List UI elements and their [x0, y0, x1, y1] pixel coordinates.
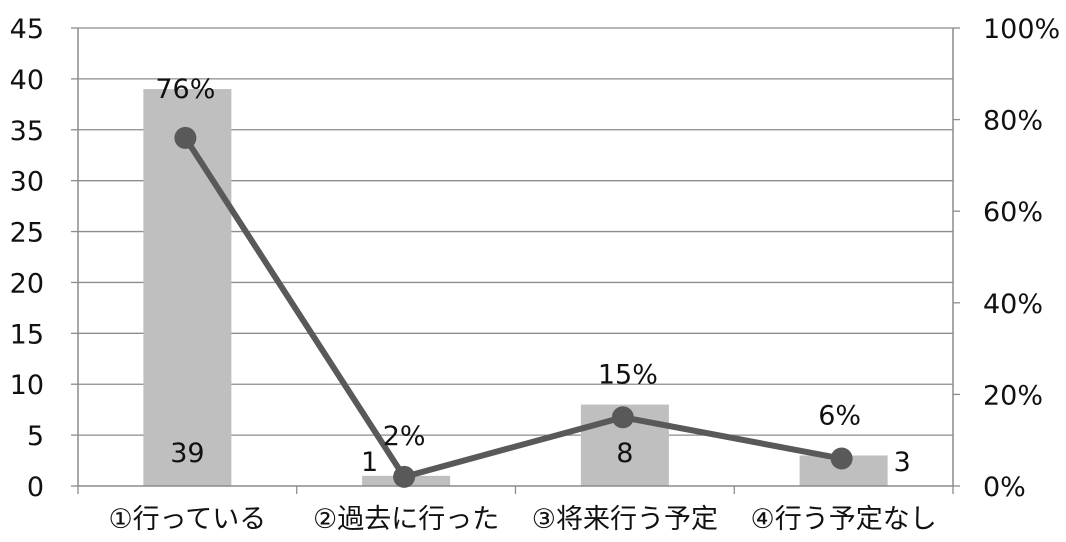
- percentage-value-label: 76%: [155, 74, 215, 105]
- left-axis-tick-label: 40: [10, 65, 44, 96]
- bar-value-label: 1: [361, 447, 378, 478]
- right-axis-tick-label: 40%: [983, 289, 1043, 320]
- left-axis-tick-label: 5: [27, 421, 44, 452]
- left-axis-tick-label: 35: [10, 116, 44, 147]
- left-axis-tick-label: 25: [10, 218, 44, 249]
- right-axis-tick-label: 100%: [983, 14, 1060, 45]
- percentage-point-3: [611, 406, 634, 429]
- data-labels: 39 1 8 3 76% 2% 15% 6%: [155, 74, 910, 478]
- right-axis-tick-label: 80%: [983, 106, 1043, 137]
- right-axis-tick-label: 0%: [983, 472, 1026, 503]
- category-label: ①行っている: [108, 504, 266, 535]
- percentage-line-series: [174, 126, 853, 488]
- percentage-line: [182, 136, 843, 480]
- right-axis-tick-label: 60%: [983, 197, 1043, 228]
- axes: 0 5 10 15 20 25 30 35 40 45 0% 20% 40% 60% 80% 100% ①行って…: [10, 14, 1061, 535]
- percentage-value-label: 6%: [818, 401, 861, 432]
- percentage-point-4: [830, 447, 853, 470]
- percentage-point-2: [393, 465, 416, 488]
- left-axis-tick-label: 10: [10, 370, 44, 401]
- bar-1: [143, 89, 232, 487]
- percentage-value-label: 2%: [383, 421, 426, 452]
- percentage-value-label: 15%: [598, 359, 658, 390]
- bar-value-label: 3: [894, 447, 911, 478]
- left-axis-tick-label: 45: [10, 14, 44, 45]
- percentage-point-1: [174, 126, 197, 149]
- left-axis-tick-label: 30: [10, 167, 44, 198]
- left-axis-tick-label: 0: [27, 472, 44, 503]
- right-axis-tick-label: 20%: [983, 380, 1043, 411]
- category-label: ③将来行う予定: [532, 504, 718, 535]
- bar-value-label: 8: [616, 438, 633, 469]
- category-label: ②過去に行った: [313, 504, 499, 535]
- bar-series: [143, 89, 888, 487]
- left-axis-tick-label: 15: [10, 319, 44, 350]
- bar-value-label: 39: [170, 438, 204, 469]
- category-label: ④行う予定なし: [751, 504, 937, 535]
- left-axis-tick-label: 20: [10, 268, 44, 299]
